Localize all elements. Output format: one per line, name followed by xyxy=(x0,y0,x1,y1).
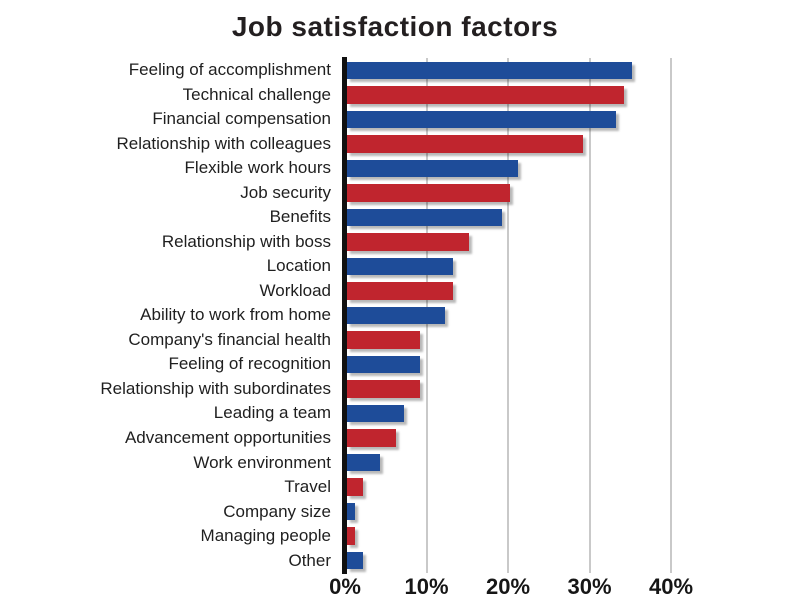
bar-row: Advancement opportunities xyxy=(0,426,800,451)
bar-blue xyxy=(347,61,633,79)
bar-row: Workload xyxy=(0,279,800,304)
bar-row: Relationship with boss xyxy=(0,230,800,255)
bar-rows: Feeling of accomplishment Technical chall… xyxy=(0,58,800,573)
x-tick-label: 20% xyxy=(485,574,531,599)
category-label: Work environment xyxy=(193,452,331,472)
bar-blue xyxy=(347,159,519,178)
category-label: Flexible work hours xyxy=(184,158,331,178)
bar-row: Feeling of recognition xyxy=(0,352,800,377)
category-label: Company size xyxy=(223,501,331,521)
bar-row: Benefits xyxy=(0,205,800,230)
bar-row: Technical challenge xyxy=(0,83,800,108)
gridline xyxy=(670,58,672,573)
category-label: Ability to work from home xyxy=(140,305,331,325)
bar-row: Managing people xyxy=(0,524,800,549)
bar-red xyxy=(347,527,356,545)
category-label: Relationship with subordinates xyxy=(100,378,331,398)
bar-red xyxy=(347,135,584,153)
gridline xyxy=(588,58,591,573)
x-tick-label: 0% xyxy=(329,574,361,599)
category-label: Technical challenge xyxy=(182,84,331,104)
bar-blue xyxy=(347,110,616,129)
category-label: Relationship with boss xyxy=(161,231,331,251)
category-label: Benefits xyxy=(269,207,331,227)
category-label: Other xyxy=(288,550,331,570)
bar-red xyxy=(347,184,510,202)
bar-row: Location xyxy=(0,254,800,279)
bar-blue xyxy=(347,404,405,423)
bar-red xyxy=(347,380,421,398)
category-label: Feeling of recognition xyxy=(168,354,331,374)
bar-blue xyxy=(347,355,421,374)
bar-row: Feeling of accomplishment xyxy=(0,58,800,83)
bar-red xyxy=(347,86,625,104)
bar-row: Relationship with colleagues xyxy=(0,132,800,157)
bar-row: Company size xyxy=(0,499,800,524)
category-label: Job security xyxy=(240,182,331,202)
category-label: Advancement opportunities xyxy=(124,427,331,447)
gridline xyxy=(507,58,509,573)
bar-row: Job security xyxy=(0,181,800,206)
category-label: Leading a team xyxy=(213,403,331,423)
category-label: Feeling of accomplishment xyxy=(128,60,331,80)
bar-row: Flexible work hours xyxy=(0,156,800,181)
bar-red xyxy=(347,429,396,447)
category-label: Financial compensation xyxy=(152,109,331,129)
x-tick-label: 30% xyxy=(567,574,612,599)
bar-blue xyxy=(347,257,453,276)
bar-red xyxy=(347,282,453,300)
bar-blue xyxy=(347,208,502,227)
bar-blue xyxy=(347,502,356,521)
bar-row: Other xyxy=(0,548,800,573)
bar-red xyxy=(347,478,364,496)
x-tick-label: 10% xyxy=(404,574,449,599)
chart-title: Job satisfaction factors xyxy=(231,11,559,42)
category-label: Location xyxy=(266,256,331,276)
y-axis-line xyxy=(342,57,347,574)
bar-row: Leading a team xyxy=(0,401,800,426)
category-label: Relationship with colleagues xyxy=(116,133,331,153)
bar-blue xyxy=(347,453,380,472)
bar-row: Work environment xyxy=(0,450,800,475)
bar-row: Relationship with subordinates xyxy=(0,377,800,402)
bar-row: Travel xyxy=(0,475,800,500)
category-label: Workload xyxy=(259,280,332,300)
bar-red xyxy=(347,331,421,349)
bar-blue xyxy=(347,306,445,325)
category-label: Managing people xyxy=(200,526,331,546)
category-label: Travel xyxy=(284,477,331,497)
bar-row: Ability to work from home xyxy=(0,303,800,328)
bar-blue xyxy=(347,551,364,570)
category-label: Company's financial health xyxy=(128,329,331,349)
bar-red xyxy=(347,233,470,251)
bar-row: Company's financial health xyxy=(0,328,800,353)
x-tick-label: 40% xyxy=(648,574,694,599)
bar-row: Financial compensation xyxy=(0,107,800,132)
